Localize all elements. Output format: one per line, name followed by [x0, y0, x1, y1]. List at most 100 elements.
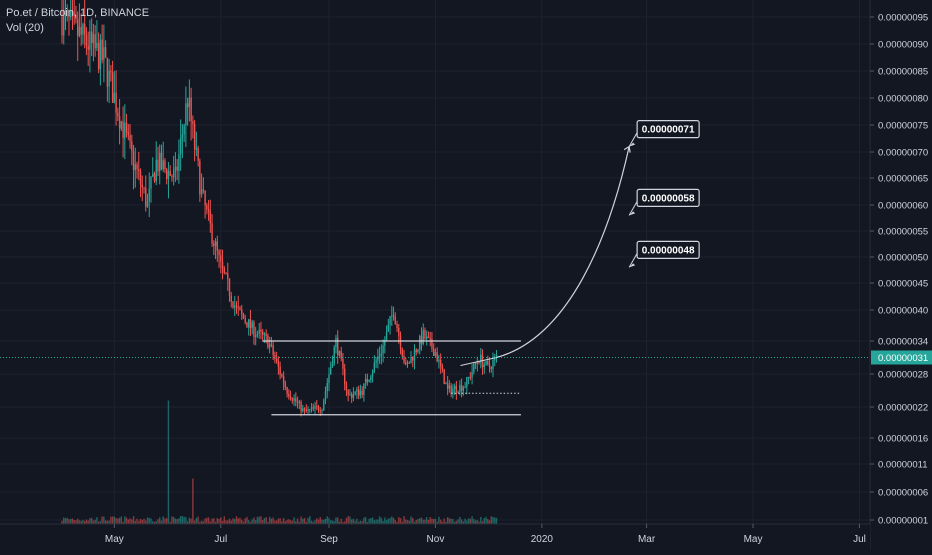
- candle-body: [490, 366, 492, 370]
- volume-bar: [108, 520, 110, 524]
- candle-body: [171, 175, 173, 178]
- candle-body: [352, 394, 355, 398]
- candle-body: [446, 383, 449, 389]
- candle-body: [186, 103, 189, 108]
- candle-body: [209, 211, 212, 224]
- volume-bar: [77, 518, 79, 524]
- candle-body: [85, 34, 88, 46]
- volume-bar: [443, 518, 445, 524]
- price-target-box: [636, 240, 700, 259]
- candle-body: [293, 398, 295, 401]
- volume-bar: [352, 518, 355, 524]
- candle-body: [71, 10, 74, 13]
- candle-body: [399, 335, 402, 349]
- candle-body: [335, 337, 337, 348]
- candle-body: [131, 141, 133, 152]
- candle-body: [331, 363, 334, 367]
- volume-bar: [457, 519, 459, 524]
- candle-body: [174, 166, 177, 170]
- candle-body: [211, 223, 213, 244]
- candle-body: [441, 366, 444, 370]
- candle-body: [483, 364, 485, 368]
- candle-body: [398, 328, 400, 336]
- volume-bar: [361, 521, 363, 524]
- symbol-title[interactable]: Po.et / Bitcoin, 1D, BINANCE: [6, 7, 150, 19]
- volume-bar: [476, 519, 479, 524]
- candle-body: [319, 410, 321, 412]
- volume-bar: [307, 517, 309, 524]
- candle-body: [394, 316, 396, 324]
- volume-bar: [235, 516, 238, 524]
- price-target-box: [636, 119, 700, 139]
- volume-bar: [349, 516, 351, 524]
- candle-body: [143, 187, 145, 189]
- volume-bar: [342, 521, 344, 524]
- volume-bar: [122, 521, 124, 524]
- volume-bar: [385, 520, 388, 524]
- time-axis[interactable]: May Jul Sep Nov 2020 Mar May Jul: [0, 523, 870, 550]
- candle-body: [134, 164, 136, 171]
- volume-bar: [118, 517, 121, 524]
- volume-bar: [337, 517, 339, 524]
- candle-body: [200, 189, 203, 195]
- price-axis[interactable]: 0.00000095 0.00000090 0.00000085 0.00000080…: [869, 0, 932, 550]
- volume-bar: [305, 521, 307, 524]
- candle-body: [253, 321, 255, 337]
- volume-bar: [70, 518, 72, 524]
- candle-body: [223, 268, 225, 273]
- volume-indicator-label[interactable]: Vol (20): [6, 22, 44, 34]
- volume-bar: [145, 520, 147, 524]
- candle-body: [178, 153, 180, 171]
- candle-body: [328, 374, 330, 383]
- candle-body: [181, 134, 184, 138]
- candle-body: [244, 318, 246, 323]
- candle-body: [347, 390, 349, 395]
- candle-body: [349, 394, 351, 396]
- candle-body: [103, 47, 105, 60]
- volume-bar: [401, 521, 403, 524]
- volume-bar: [268, 516, 271, 524]
- candle-body: [324, 391, 327, 401]
- annotation-layer[interactable]: 0.00000071 0.00000058 0.00000048: [0, 119, 870, 416]
- candle-body: [159, 152, 161, 172]
- volume-bar: [267, 521, 269, 524]
- candle-body: [316, 406, 318, 408]
- label-leader-line: [628, 253, 638, 268]
- candle-body: [225, 272, 227, 274]
- volume-bar: [89, 518, 91, 524]
- candle-body: [422, 330, 424, 344]
- candle-body: [426, 336, 428, 339]
- volume-bar: [186, 521, 189, 524]
- candle-body: [214, 241, 217, 246]
- candle-body: [436, 352, 438, 362]
- volume-bar: [230, 520, 232, 524]
- candle-body: [275, 358, 278, 362]
- volume-bar: [136, 518, 138, 524]
- candle-body: [469, 377, 472, 379]
- price-target-text: 0.00000071: [642, 125, 695, 136]
- volume-bar: [138, 520, 140, 524]
- volume-bar: [448, 518, 451, 524]
- price-target-label: 0.00000058: [636, 188, 700, 207]
- volume-bar: [333, 521, 335, 524]
- price-tick-label: 0.00000050: [878, 253, 928, 264]
- volume-bar: [178, 518, 180, 524]
- label-pointer-icon: [629, 211, 636, 216]
- volume-bar: [317, 519, 320, 524]
- candle-body: [457, 392, 459, 394]
- volume-bar: [424, 519, 426, 524]
- candle-body: [450, 385, 452, 394]
- volume-bar: [83, 521, 86, 524]
- volume-bar: [324, 518, 327, 524]
- candle-body: [364, 379, 367, 384]
- volume-bar: [289, 520, 292, 524]
- volume-bar: [326, 516, 328, 524]
- candle-body: [415, 349, 417, 353]
- candle-body: [443, 369, 445, 384]
- candle-body: [193, 123, 196, 150]
- volume-bar: [302, 518, 304, 524]
- candle-body: [434, 352, 437, 356]
- volume-bar: [274, 520, 276, 524]
